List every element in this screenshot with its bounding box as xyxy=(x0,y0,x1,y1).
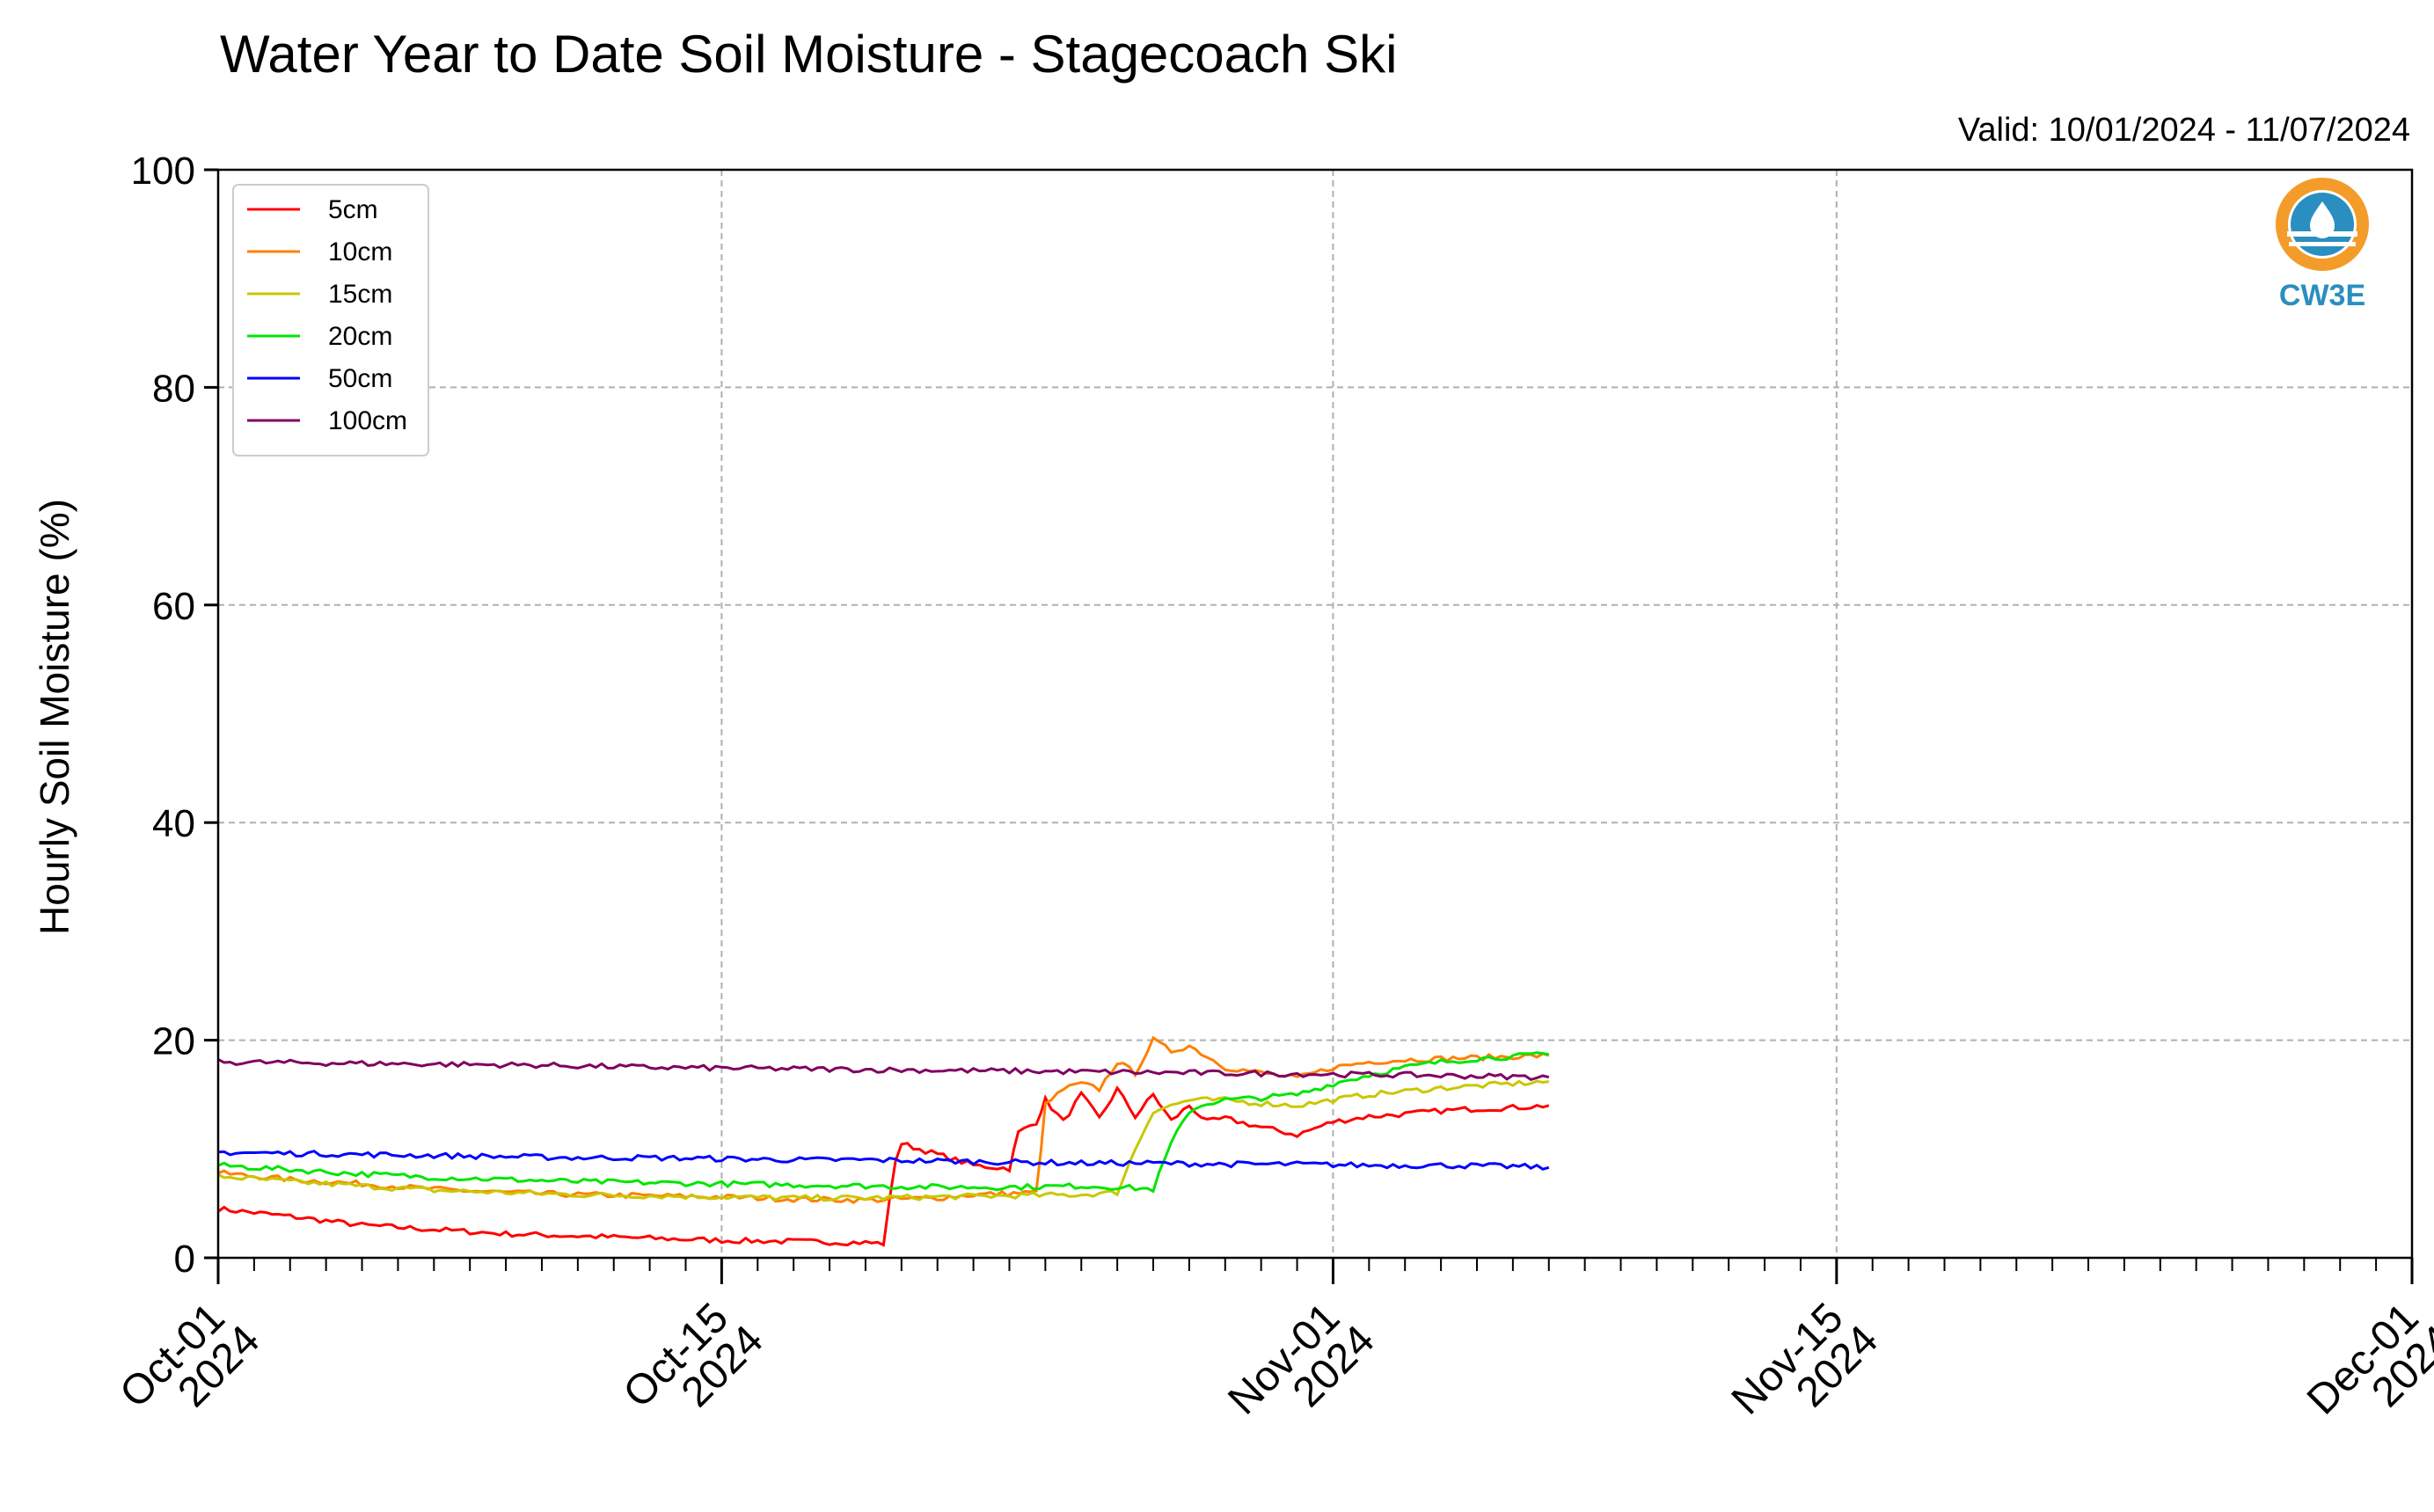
y-tick-label: 60 xyxy=(152,585,195,628)
legend-label: 5cm xyxy=(328,195,378,224)
chart-title: Water Year to Date Soil Moisture - Stage… xyxy=(220,25,1397,84)
legend-label: 50cm xyxy=(328,364,392,393)
series-line-20cm xyxy=(217,1051,1550,1194)
y-tick-label: 40 xyxy=(152,802,195,845)
series-line-10cm xyxy=(217,1035,1550,1204)
series-line-15cm xyxy=(217,1079,1549,1202)
y-axis-label: Hourly Soil Moisture (%) xyxy=(32,499,77,935)
y-tick-label: 0 xyxy=(174,1238,195,1281)
plot-frame xyxy=(216,168,2414,1260)
legend-label: 100cm xyxy=(328,406,407,435)
series-lines xyxy=(217,1035,1550,1247)
logo-ring xyxy=(2276,178,2369,271)
y-tick-label: 20 xyxy=(152,1020,195,1063)
y-tick-label: 80 xyxy=(152,367,195,410)
legend-label: 20cm xyxy=(328,322,392,351)
chart-subtitle: Valid: 10/01/2024 - 11/07/2024 xyxy=(1958,112,2410,149)
logo-text: CW3E xyxy=(2279,279,2365,312)
grid-lines xyxy=(218,170,2412,1258)
series-line-5cm xyxy=(217,1085,1550,1247)
series-line-100cm xyxy=(217,1058,1550,1082)
logo-wave-2 xyxy=(2289,242,2356,246)
series-line-50cm xyxy=(217,1150,1550,1171)
y-tick-label: 100 xyxy=(131,150,195,193)
water-drop-icon xyxy=(2310,201,2335,238)
legend: 5cm 10cm 15cm 20cm 50cm 100cm xyxy=(232,184,429,457)
legend-label: 10cm xyxy=(328,237,392,267)
cw3e-logo: CW3E xyxy=(2276,178,2369,312)
legend-label: 15cm xyxy=(328,280,392,309)
